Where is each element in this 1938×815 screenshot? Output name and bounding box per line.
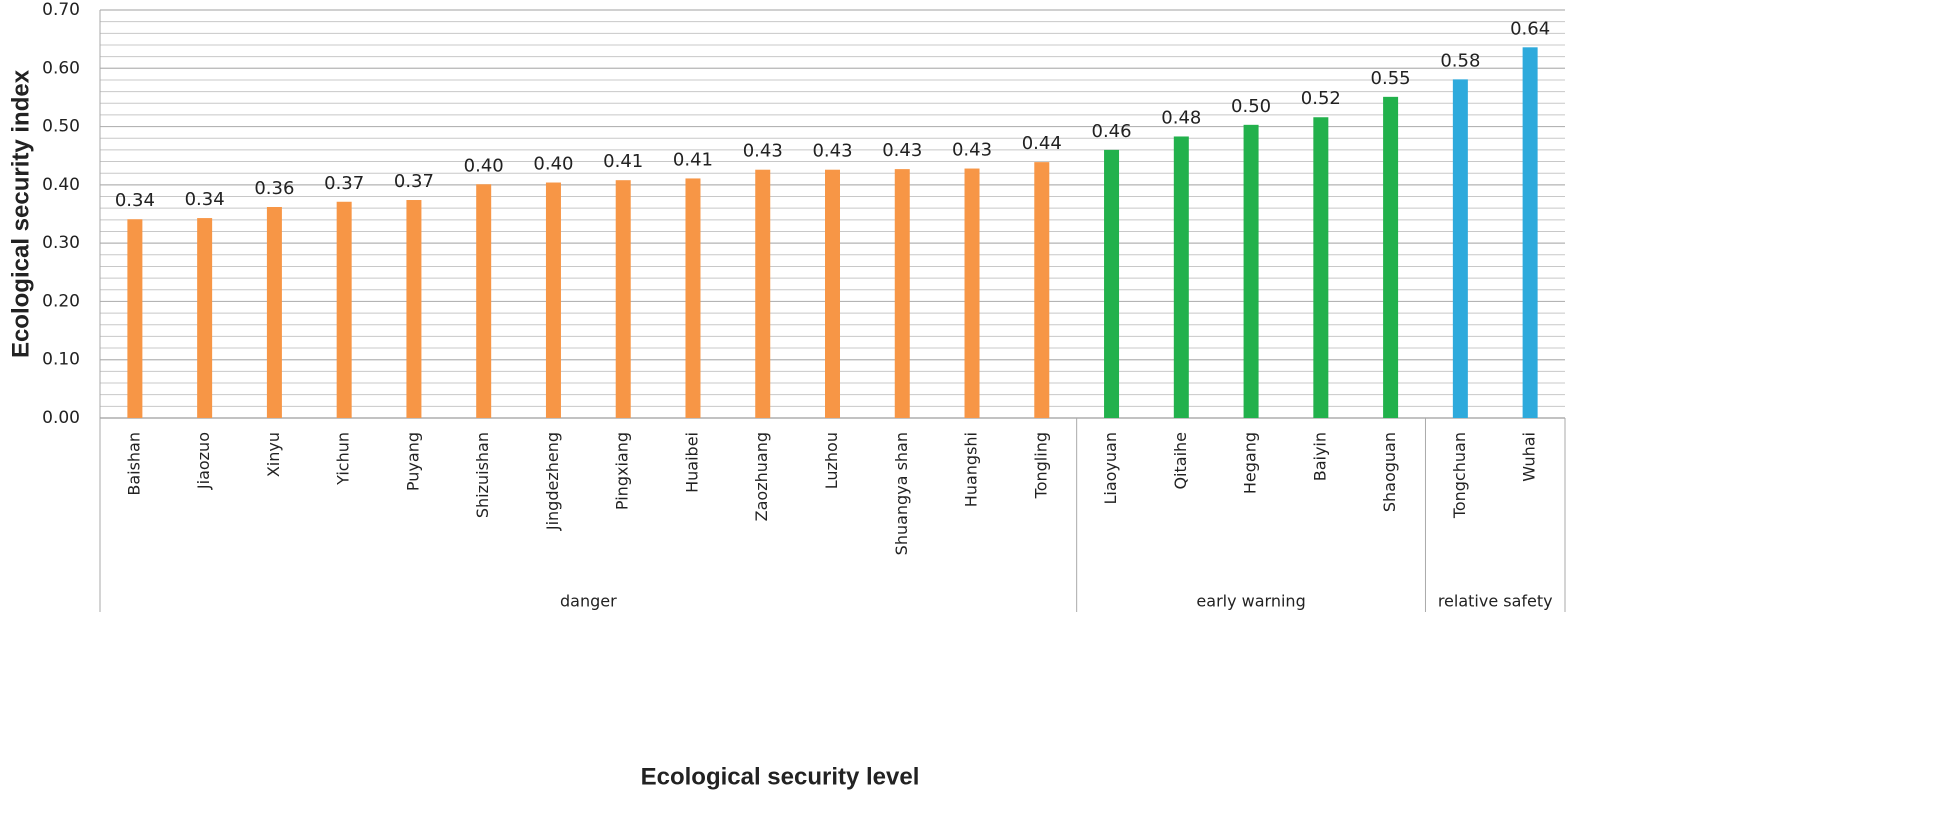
y-tick-label: 0.30 xyxy=(42,233,80,253)
value-label: 0.50 xyxy=(1231,96,1271,117)
value-label: 0.52 xyxy=(1301,88,1341,109)
x-tick-label: Tongling xyxy=(1031,432,1050,499)
value-label: 0.43 xyxy=(882,140,922,161)
group-label: early warning xyxy=(1196,592,1305,611)
bar xyxy=(127,219,143,418)
x-tick-label: Baiyin xyxy=(1310,432,1329,481)
bar xyxy=(685,178,701,418)
bar xyxy=(1313,117,1329,418)
value-label: 0.58 xyxy=(1440,50,1480,71)
value-label: 0.46 xyxy=(1092,121,1132,142)
group-label: relative safety xyxy=(1438,592,1553,611)
bar xyxy=(336,201,352,418)
y-tick-label: 0.50 xyxy=(42,117,80,137)
bar xyxy=(197,218,213,418)
x-tick-label: Tongchuan xyxy=(1450,432,1469,519)
value-label: 0.41 xyxy=(603,151,643,172)
bar xyxy=(545,182,561,418)
bar xyxy=(825,169,840,418)
bar xyxy=(1243,124,1259,418)
bar xyxy=(1173,136,1189,419)
y-tick-label: 0.20 xyxy=(42,291,80,311)
bar xyxy=(1522,47,1538,418)
bar xyxy=(1452,79,1468,419)
x-tick-label: Qitaihe xyxy=(1171,432,1190,490)
bar xyxy=(266,207,282,418)
x-tick-label: Huaibei xyxy=(682,432,701,493)
x-tick-label: Puyang xyxy=(403,432,422,491)
value-label: 0.37 xyxy=(394,171,434,192)
group-label: danger xyxy=(560,592,617,611)
bar xyxy=(894,169,910,418)
x-tick-label: Shaoguan xyxy=(1380,432,1399,512)
y-axis-title: Ecological security index xyxy=(7,69,34,358)
value-label: 0.43 xyxy=(812,141,852,162)
x-tick-label: Huangshi xyxy=(962,432,981,507)
x-tick-label: Luzhou xyxy=(822,432,841,489)
y-tick-label: 0.40 xyxy=(42,175,80,195)
value-label: 0.48 xyxy=(1161,107,1201,128)
x-tick-label: Baishan xyxy=(124,432,143,496)
x-tick-label: Hegang xyxy=(1241,432,1260,494)
value-label: 0.37 xyxy=(324,173,364,194)
x-tick-label: Shuangya shan xyxy=(892,432,911,555)
bar xyxy=(406,200,422,418)
value-label: 0.40 xyxy=(464,155,504,176)
value-label: 0.64 xyxy=(1510,18,1550,39)
x-tick-label: Zaozhuang xyxy=(752,432,771,521)
y-tick-label: 0.00 xyxy=(42,408,80,428)
value-label: 0.44 xyxy=(1022,133,1062,154)
value-label: 0.40 xyxy=(533,154,573,175)
x-tick-label: Yichun xyxy=(334,432,353,486)
x-tick-label: Jingdezheng xyxy=(543,432,562,531)
bar xyxy=(1104,149,1120,418)
y-tick-label: 0.70 xyxy=(42,0,80,20)
bar xyxy=(964,168,980,418)
x-tick-label: Wuhai xyxy=(1520,432,1539,482)
bar xyxy=(476,184,492,418)
x-tick-label: Xinyu xyxy=(264,432,283,477)
bar xyxy=(1034,162,1050,418)
value-label: 0.41 xyxy=(673,149,713,170)
value-label: 0.43 xyxy=(743,141,783,162)
x-tick-label: Pingxiang xyxy=(613,432,632,510)
y-tick-label: 0.60 xyxy=(42,58,80,78)
x-tick-label: Jiaozuo xyxy=(194,432,213,490)
value-label: 0.36 xyxy=(254,178,294,199)
value-label: 0.34 xyxy=(185,189,225,210)
y-tick-label: 0.10 xyxy=(42,350,80,370)
value-label: 0.43 xyxy=(952,140,992,161)
value-label: 0.55 xyxy=(1371,68,1411,89)
value-label: 0.34 xyxy=(115,190,155,211)
bar xyxy=(755,169,771,418)
x-tick-label: Shizuishan xyxy=(473,432,492,518)
bar xyxy=(615,180,631,418)
x-axis-title: Ecological security level xyxy=(641,763,920,790)
x-tick-label: Liaoyuan xyxy=(1101,432,1120,505)
bar xyxy=(1383,96,1399,419)
